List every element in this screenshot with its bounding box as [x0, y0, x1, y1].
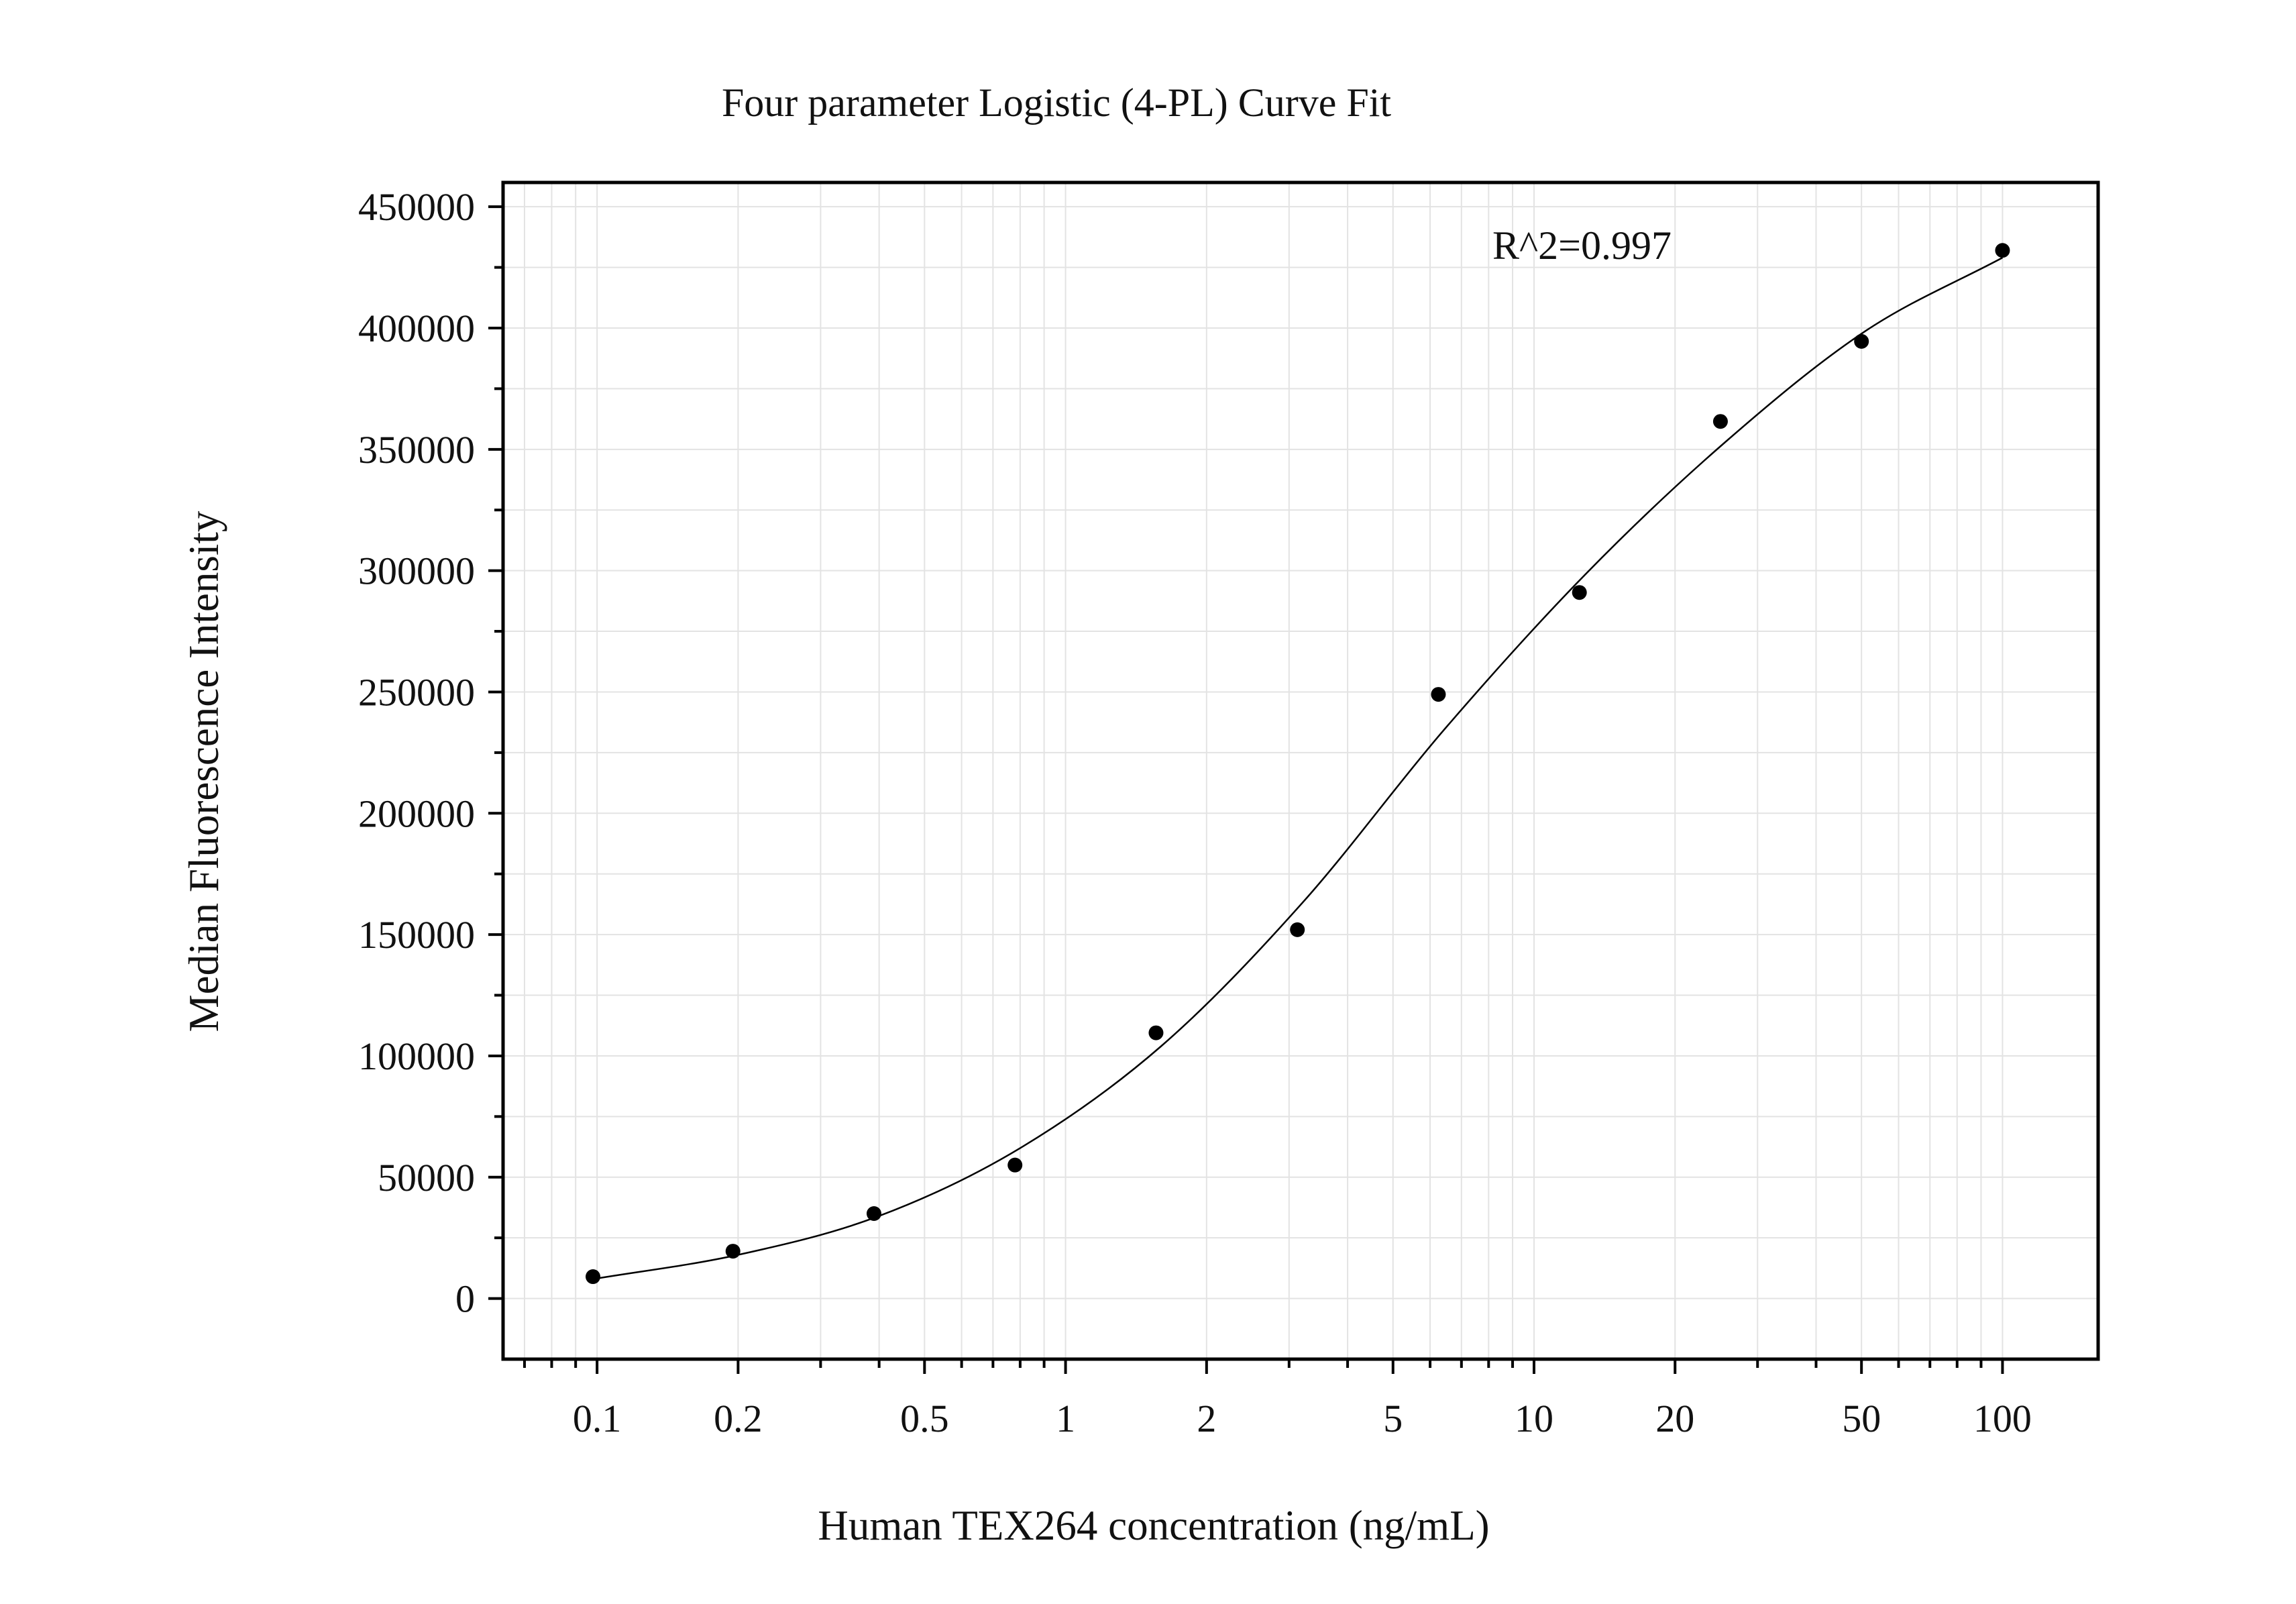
- data-point: [1854, 333, 1869, 349]
- data-point: [1290, 922, 1305, 937]
- data-point: [866, 1206, 881, 1222]
- x-tick-label: 50: [1842, 1397, 1881, 1440]
- data-point: [1995, 243, 2010, 258]
- data-point: [725, 1244, 741, 1259]
- y-tick-label: 150000: [358, 913, 475, 957]
- y-axis-label: Median Fluorescence Intensity: [180, 511, 227, 1032]
- x-axis-label: Human TEX264 concentration (ng/mL): [818, 1502, 1489, 1549]
- y-tick-label: 400000: [358, 307, 475, 350]
- x-tick-label: 100: [1973, 1397, 2032, 1440]
- tick-labels: 0 50000 100000 150000 200000 250000 300000 3500…: [358, 185, 2032, 1440]
- data-point: [1712, 414, 1728, 429]
- y-tick-label: 350000: [358, 428, 475, 472]
- axes: [488, 180, 2100, 1374]
- data-point: [1007, 1157, 1023, 1173]
- x-tick-label: 2: [1197, 1397, 1216, 1440]
- data-point: [1431, 687, 1446, 702]
- grid: [503, 182, 2098, 1359]
- fit-curve-layer: [592, 256, 2003, 1280]
- y-tick-label: 0: [455, 1277, 475, 1321]
- x-tick-label: 10: [1515, 1397, 1553, 1440]
- data-points: [586, 243, 2010, 1285]
- x-tick-label: 0.5: [900, 1397, 949, 1440]
- chart-title: Four parameter Logistic (4-PL) Curve Fit: [722, 81, 1391, 125]
- data-point: [1572, 585, 1587, 600]
- r-squared-annotation: R^2=0.997: [1492, 223, 1672, 268]
- data-point: [586, 1269, 601, 1285]
- y-tick-label: 100000: [358, 1034, 475, 1078]
- fit-curve: [592, 256, 2003, 1280]
- x-tick-label: 5: [1383, 1397, 1403, 1440]
- x-tick-label: 0.2: [714, 1397, 763, 1440]
- y-tick-label: 300000: [358, 549, 475, 593]
- y-tick-label: 450000: [358, 185, 475, 229]
- y-tick-label: 250000: [358, 670, 475, 714]
- y-tick-label: 200000: [358, 792, 475, 835]
- x-tick-label: 1: [1056, 1397, 1075, 1440]
- plot-frame: [501, 180, 2100, 1361]
- y-tick-label: 50000: [378, 1156, 475, 1199]
- x-tick-label: 20: [1655, 1397, 1694, 1440]
- data-point: [1148, 1025, 1164, 1040]
- x-tick-label: 0.1: [573, 1397, 622, 1440]
